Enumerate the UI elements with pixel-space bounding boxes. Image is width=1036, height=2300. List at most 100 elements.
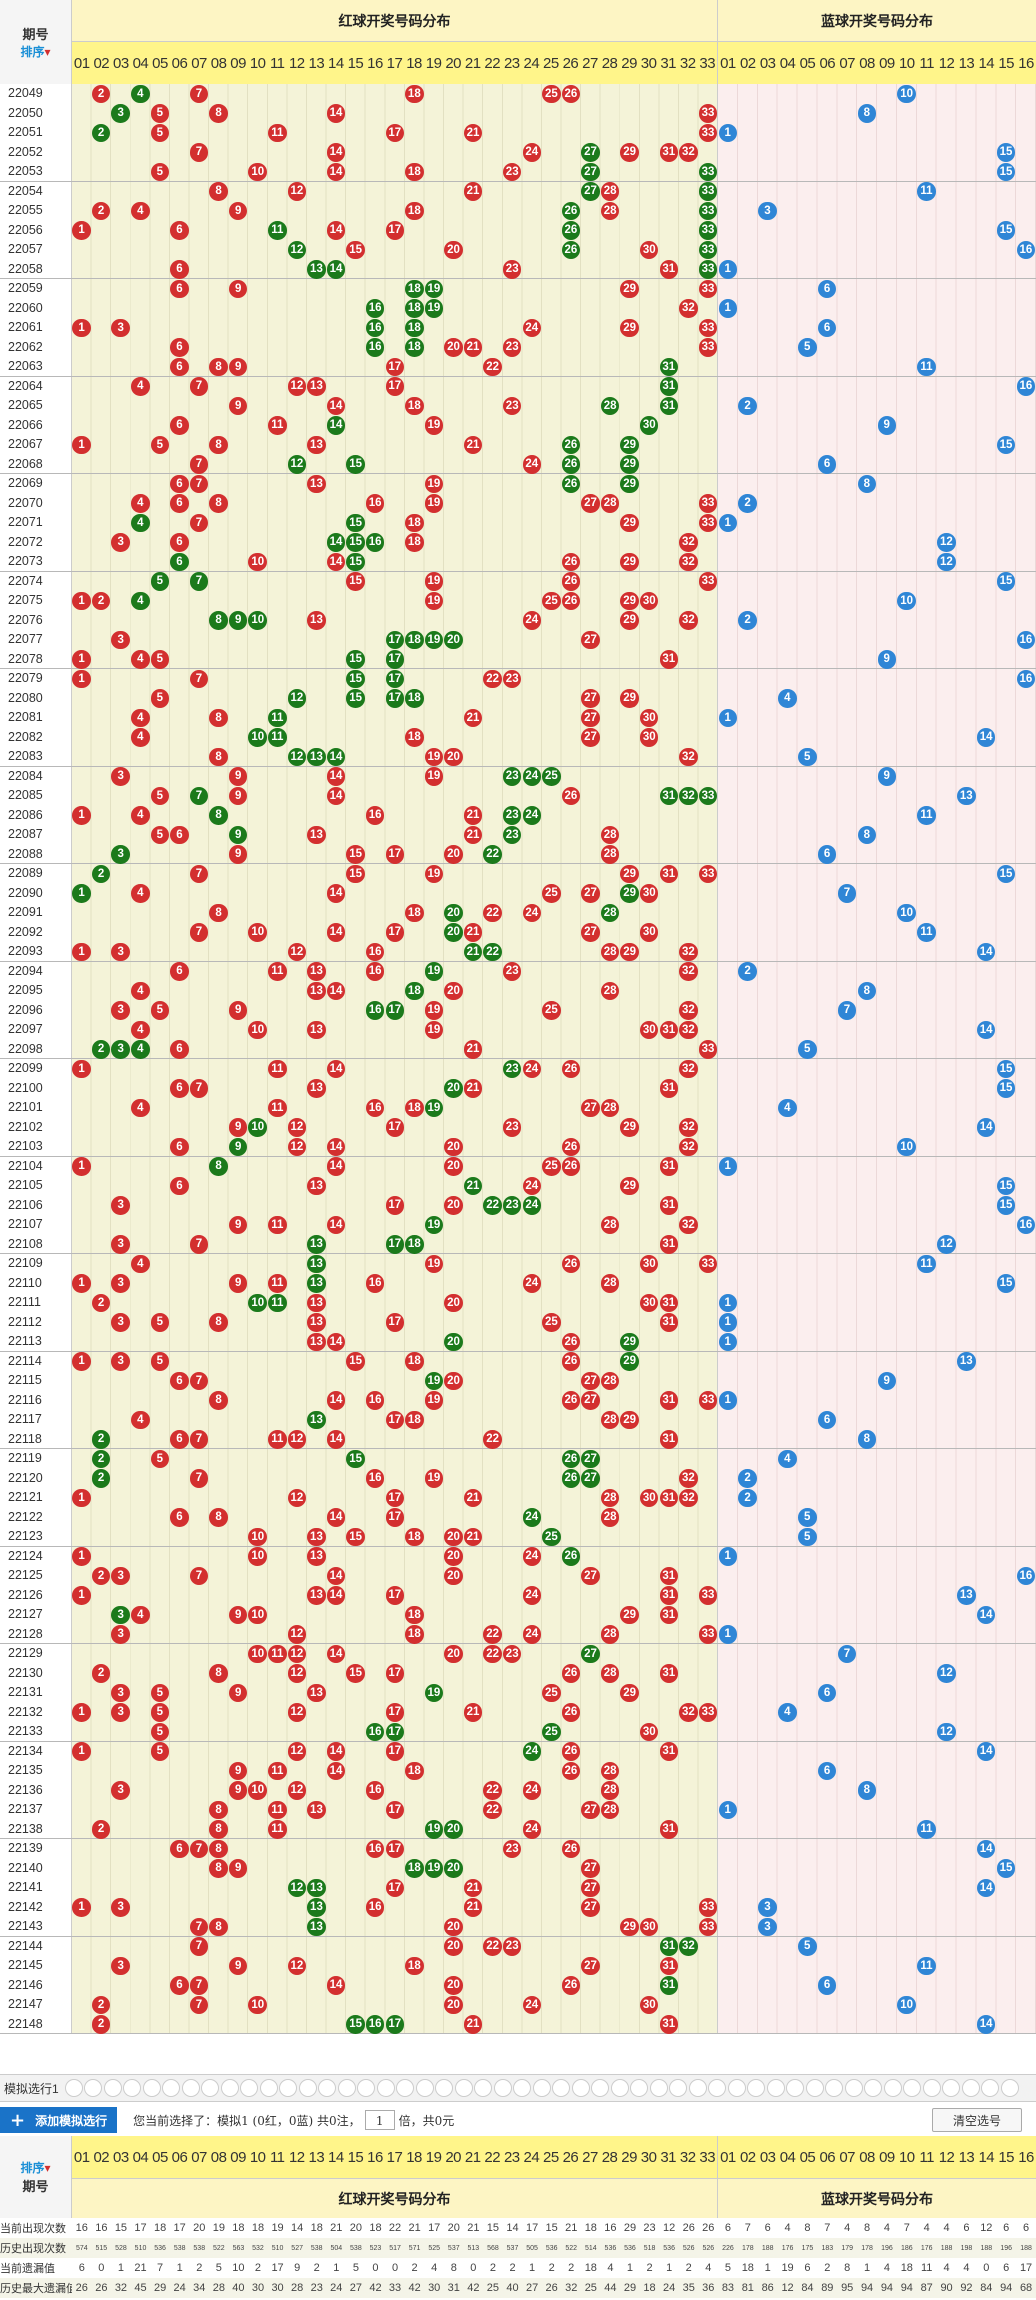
sim-circle[interactable] — [84, 2079, 103, 2097]
sim-circle[interactable] — [805, 2079, 824, 2097]
period-cell: 22105 — [0, 1176, 72, 1196]
red-ball: 31 — [659, 1742, 679, 1761]
stat-value: 2 — [196, 2262, 203, 2274]
blue-num-01: 01 — [720, 2148, 736, 2166]
sim-circle[interactable] — [181, 2079, 200, 2097]
sim-circle[interactable] — [844, 2079, 863, 2097]
sim-circle[interactable] — [318, 2079, 337, 2097]
sim-circle[interactable] — [922, 2079, 941, 2097]
red-ball: 23 — [502, 1118, 522, 1137]
sim-circle[interactable] — [571, 2079, 590, 2097]
red-ball: 26 — [561, 1469, 581, 1488]
sim-circle[interactable] — [396, 2079, 415, 2097]
multiplier-input[interactable]: 1 — [364, 2110, 395, 2130]
sim-circle[interactable] — [747, 2079, 766, 2097]
sim-circle[interactable] — [591, 2079, 610, 2097]
sort-toggle[interactable]: 排序▾ — [20, 45, 51, 59]
sim-circle[interactable] — [103, 2079, 122, 2097]
red-cells: 1 3 9 11 13 16 24 28 — [72, 1273, 718, 1293]
sim-circle[interactable] — [688, 2079, 707, 2097]
sim-circle[interactable] — [220, 2079, 239, 2097]
stat-value: 183 — [821, 2244, 834, 2252]
red-ball: 13 — [307, 962, 326, 981]
sim-circle[interactable] — [435, 2079, 454, 2097]
stat-value: 527 — [291, 2244, 303, 2252]
sim-circle[interactable] — [415, 2079, 434, 2097]
sim-circle[interactable] — [279, 2079, 298, 2097]
sim-circle[interactable] — [454, 2079, 473, 2097]
red-ball: 9 — [228, 1761, 248, 1780]
sim-circle[interactable] — [474, 2079, 493, 2097]
red-num-11: 11 — [269, 54, 285, 72]
sim-circle[interactable] — [1000, 2079, 1019, 2097]
draw-row: 22143 7 8 13 20 29 30 33 3 — [0, 1917, 1036, 1937]
sim-circle[interactable] — [727, 2079, 746, 2097]
red-cells: 3 6 14 15 16 18 32 — [72, 532, 718, 552]
sim-circle[interactable] — [610, 2079, 629, 2097]
sim-circle[interactable] — [630, 2079, 649, 2097]
sim-circle[interactable] — [981, 2079, 1000, 2097]
sim-circle[interactable] — [532, 2079, 551, 2097]
sim-circle[interactable] — [142, 2079, 161, 2097]
blue-cells: 14 — [718, 1878, 1036, 1898]
sim-circle[interactable] — [357, 2079, 376, 2097]
stat-value: 2 — [509, 2262, 516, 2274]
sim-circle[interactable] — [552, 2079, 571, 2097]
sim-circle[interactable] — [649, 2079, 668, 2097]
blue-cells: 16 — [718, 1566, 1036, 1586]
sim-circle[interactable] — [201, 2079, 220, 2097]
sim-circle[interactable] — [513, 2079, 532, 2097]
sim-circle[interactable] — [493, 2079, 512, 2097]
red-ball: 9 — [228, 357, 248, 376]
add-sim-button[interactable]: + 添加模拟选行 — [0, 2107, 118, 2133]
red-ball: 9 — [228, 1215, 248, 1234]
red-ball: 3 — [111, 1898, 130, 1917]
sim-circle[interactable] — [864, 2079, 883, 2097]
red-ball: 11 — [268, 1820, 287, 1839]
red-ball: 4 — [131, 84, 150, 103]
stat-value: 84 — [801, 2282, 814, 2294]
sim-circle[interactable] — [376, 2079, 395, 2097]
red-ball: 12 — [287, 1956, 307, 1975]
period-cell: 22117 — [0, 1410, 72, 1430]
red-ball: 16 — [365, 1098, 385, 1117]
sim-circle[interactable] — [162, 2079, 181, 2097]
blue-cells: 16 — [718, 376, 1036, 396]
draw-row: 22103 6 9 12 14 20 26 32 10 — [0, 1137, 1036, 1157]
sim-circle[interactable] — [298, 2079, 317, 2097]
blue-cells: 5 — [718, 1039, 1036, 1059]
red-ball: 7 — [189, 864, 209, 883]
sim-circle[interactable] — [259, 2079, 278, 2097]
sim-circle[interactable] — [64, 2079, 83, 2097]
sim-circle[interactable] — [766, 2079, 785, 2097]
draw-row: 22141 12 13 17 21 27 14 — [0, 1878, 1036, 1898]
sim-circles[interactable] — [64, 2079, 1021, 2097]
sim-circle[interactable] — [942, 2079, 961, 2097]
red-num-09: 09 — [230, 2148, 246, 2166]
sort-toggle-bottom[interactable]: 排序▾ — [20, 2161, 51, 2175]
red-ball: 26 — [561, 786, 581, 805]
sim-circle[interactable] — [337, 2079, 356, 2097]
stats-blue: 226 178 188 176 175 183 179 178 196 186 176 188 198 1… — [718, 2245, 1036, 2252]
sim-circle[interactable] — [786, 2079, 805, 2097]
period-cell: 22068 — [0, 454, 72, 473]
red-ball: 2 — [91, 1664, 111, 1683]
sim-circle[interactable] — [708, 2079, 727, 2097]
blue-ball: 15 — [996, 1859, 1016, 1878]
action-bar: + 添加模拟选行 您当前选择了：模拟1 (0红，0蓝) 共0注， 1 倍，共0元 … — [0, 2106, 1036, 2134]
sim-circle[interactable] — [903, 2079, 922, 2097]
clear-button[interactable]: 清空选号 — [932, 2108, 1022, 2132]
sim-circle[interactable] — [123, 2079, 142, 2097]
sim-circle[interactable] — [669, 2079, 688, 2097]
stat-value: 6 — [724, 2222, 731, 2234]
red-ball: 16 — [365, 1722, 385, 1741]
period-cell: 22052 — [0, 142, 72, 162]
red-ball: 14 — [326, 1508, 346, 1527]
red-ball: 5 — [150, 825, 170, 844]
red-ball: 29 — [620, 455, 639, 474]
sim-circle[interactable] — [825, 2079, 844, 2097]
sim-circle[interactable] — [961, 2079, 980, 2097]
sim-circle[interactable] — [240, 2079, 259, 2097]
sim-circle[interactable] — [883, 2079, 902, 2097]
red-ball: 6 — [170, 494, 189, 513]
